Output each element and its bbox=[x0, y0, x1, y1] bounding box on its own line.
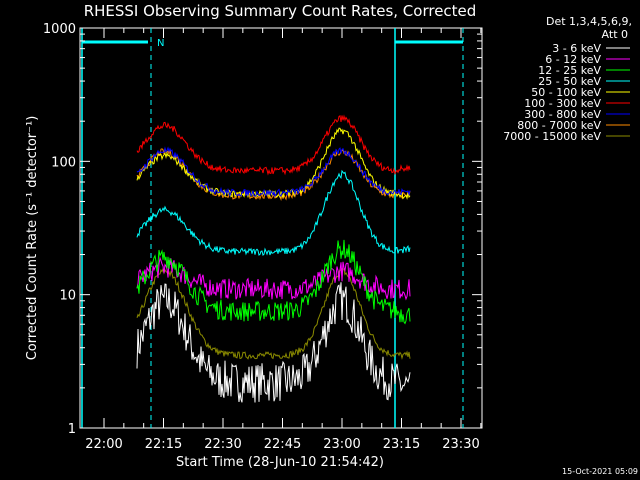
series-layer bbox=[136, 114, 411, 403]
legend-entry-label: 50 - 100 keV bbox=[531, 86, 601, 99]
legend-header-line-2: Att 0 bbox=[602, 28, 628, 41]
observation-markers: N bbox=[81, 28, 464, 428]
series-line bbox=[136, 114, 411, 176]
series-line bbox=[136, 148, 411, 202]
y-tick-label: 100 bbox=[51, 155, 76, 170]
x-axis: 22:00 22:15 22:30 22:45 23:00 23:15 23:30 bbox=[85, 28, 482, 452]
legend-entry-label: 3 - 6 keV bbox=[552, 42, 601, 55]
legend-entry-label: 800 - 7000 keV bbox=[517, 119, 601, 132]
legend-entry-label: 100 - 300 keV bbox=[524, 97, 601, 110]
x-tick-label: 22:15 bbox=[145, 437, 182, 452]
y-axis: 1 10 100 1000 bbox=[43, 22, 482, 437]
legend-entry-label: 7000 - 15000 keV bbox=[503, 130, 601, 143]
y-tick-label: 1000 bbox=[43, 22, 76, 37]
legend-entry-label: 12 - 25 keV bbox=[538, 64, 601, 77]
legend-header-line-1: Det 1,3,4,5,6,9, bbox=[546, 15, 632, 28]
legend-entry-label: 300 - 800 keV bbox=[524, 108, 601, 121]
chart-title: RHESSI Observing Summary Count Rates, Co… bbox=[84, 2, 477, 20]
timestamp: 15-Oct-2021 05:09 bbox=[562, 467, 638, 476]
series-line bbox=[136, 146, 411, 198]
x-tick-label: 22:00 bbox=[85, 437, 122, 452]
plot-frame bbox=[79, 27, 483, 429]
series-line bbox=[136, 169, 411, 257]
series-line bbox=[136, 282, 411, 403]
x-tick-label: 23:30 bbox=[442, 437, 479, 452]
flag-label: N bbox=[157, 38, 164, 49]
series-line bbox=[136, 239, 411, 325]
y-tick-label: 10 bbox=[59, 289, 76, 304]
legend-entry-label: 25 - 50 keV bbox=[538, 75, 601, 88]
y-tick-label: 1 bbox=[68, 422, 76, 437]
x-tick-label: 23:00 bbox=[323, 437, 360, 452]
x-tick-label: 22:45 bbox=[264, 437, 301, 452]
x-axis-label: Start Time (28-Jun-10 21:54:42) bbox=[176, 455, 384, 470]
legend-entry-label: 6 - 12 keV bbox=[545, 53, 601, 66]
plot-area bbox=[79, 27, 483, 429]
x-tick-label: 22:30 bbox=[204, 437, 241, 452]
x-tick-label: 23:15 bbox=[383, 437, 420, 452]
series-line bbox=[136, 267, 411, 360]
y-axis-label: Corrected Count Rate (s⁻¹ detector⁻¹) bbox=[25, 116, 40, 361]
